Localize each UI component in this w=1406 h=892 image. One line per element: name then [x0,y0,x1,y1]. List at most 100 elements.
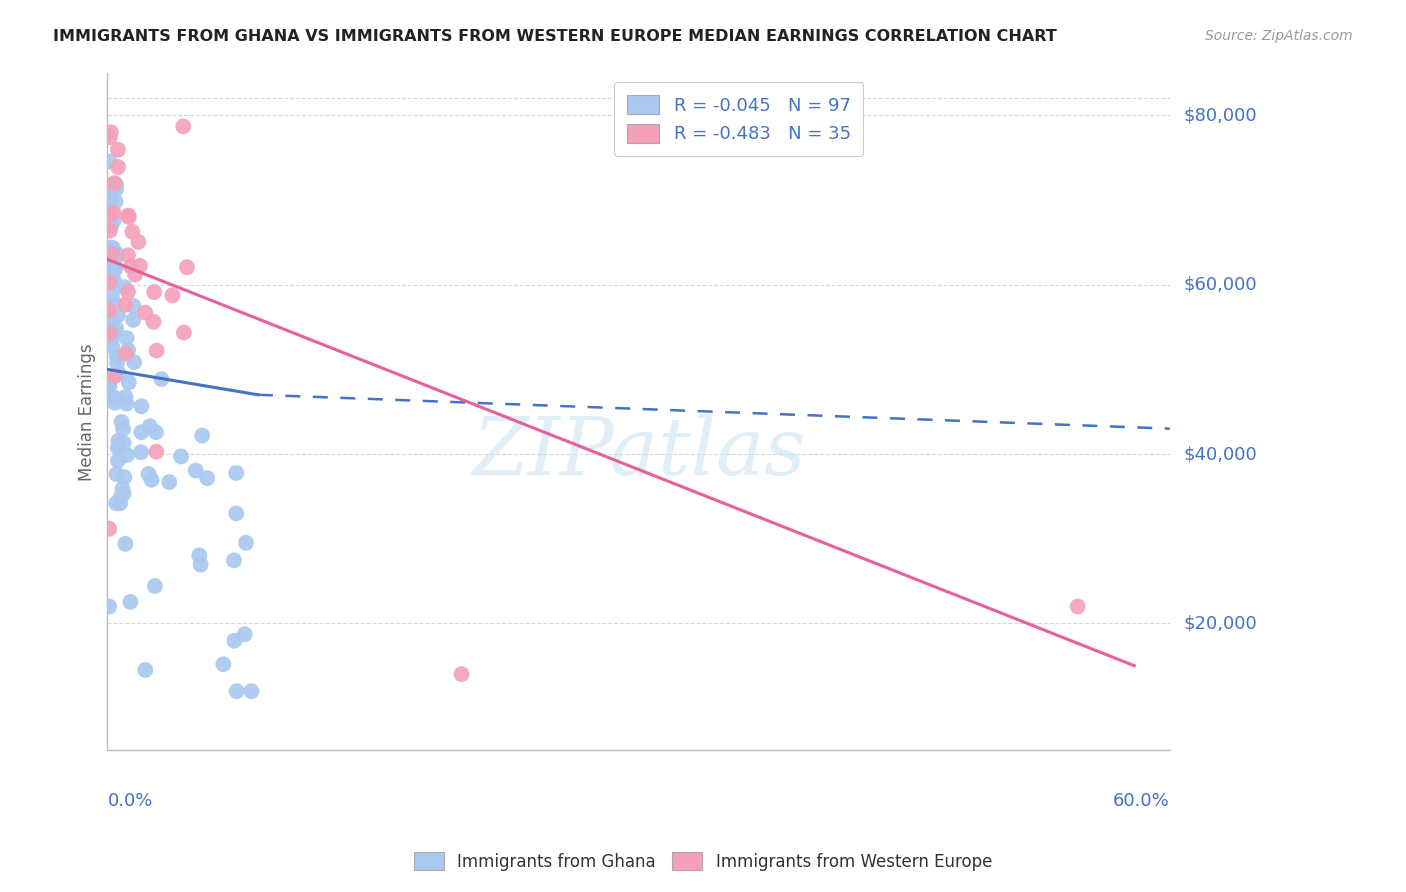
Point [188,549,211,563]
Point [101,331,124,345]
Point [127,235,149,249]
Point [98,257,121,271]
Point [111,482,134,496]
Point [104,252,127,267]
Point [225,684,247,698]
Point [98,522,121,536]
Point [101,339,124,353]
Point [117,343,139,358]
Point [143,579,166,593]
Point [105,356,128,370]
Point [120,595,142,609]
Text: $20,000: $20,000 [1184,615,1257,632]
Text: 0.0%: 0.0% [107,792,153,810]
Point [103,263,125,277]
Text: 60.0%: 60.0% [1114,792,1170,810]
Point [110,491,132,505]
Text: $60,000: $60,000 [1184,276,1257,293]
Point [101,267,124,281]
Point [104,262,127,277]
Point [108,440,131,454]
Point [122,313,145,327]
Point [98,244,121,259]
Point [105,321,128,335]
Point [98,303,121,318]
Point [103,274,125,288]
Point [104,298,127,312]
Point [240,684,263,698]
Point [172,120,194,134]
Point [115,331,138,345]
Point [114,298,136,312]
Point [105,351,128,365]
Text: Source: ZipAtlas.com: Source: ZipAtlas.com [1205,29,1353,43]
Point [157,475,180,489]
Point [212,657,235,672]
Point [117,248,139,262]
Point [134,305,156,319]
Point [112,436,135,450]
Point [101,321,124,335]
Point [1067,599,1090,614]
Point [131,399,153,413]
Point [118,210,141,224]
Point [134,663,156,677]
Point [233,627,256,641]
Legend: R = -0.045   N = 97, R = -0.483   N = 35: R = -0.045 N = 97, R = -0.483 N = 35 [614,82,863,156]
Point [195,471,218,485]
Point [105,247,128,261]
Point [105,467,128,482]
Point [114,280,136,294]
Point [98,376,121,390]
Point [145,343,167,358]
Point [170,450,193,464]
Point [129,259,152,273]
Point [100,240,122,254]
Point [101,392,124,406]
Point [176,260,198,275]
Point [235,536,257,550]
Point [131,425,153,440]
Point [143,285,166,299]
Text: IMMIGRANTS FROM GHANA VS IMMIGRANTS FROM WESTERN EUROPE MEDIAN EARNINGS CORRELAT: IMMIGRANTS FROM GHANA VS IMMIGRANTS FROM… [53,29,1057,44]
Point [112,470,135,484]
Point [124,268,146,282]
Point [115,397,138,411]
Point [129,445,152,459]
Point [107,308,129,322]
Point [117,209,139,223]
Point [117,285,139,299]
Point [112,422,135,436]
Point [107,453,129,467]
Point [104,369,127,384]
Point [98,599,121,614]
Point [98,178,121,192]
Point [100,219,122,233]
Point [222,553,245,567]
Point [105,182,128,196]
Point [104,178,127,192]
Point [150,372,173,386]
Point [101,241,124,255]
Point [98,130,121,145]
Point [103,206,125,220]
Point [162,288,184,302]
Point [100,193,122,207]
Point [104,396,127,410]
Point [101,288,124,302]
Point [115,448,138,462]
Text: $80,000: $80,000 [1184,106,1257,124]
Point [101,313,124,327]
Point [105,349,128,363]
Point [105,392,128,406]
Point [98,154,121,169]
Point [121,225,143,239]
Legend: Immigrants from Ghana, Immigrants from Western Europe: Immigrants from Ghana, Immigrants from W… [405,844,1001,880]
Point [103,176,125,190]
Point [191,428,214,442]
Point [98,326,121,341]
Point [98,310,121,325]
Point [100,125,122,139]
Point [98,379,121,393]
Point [104,194,127,209]
